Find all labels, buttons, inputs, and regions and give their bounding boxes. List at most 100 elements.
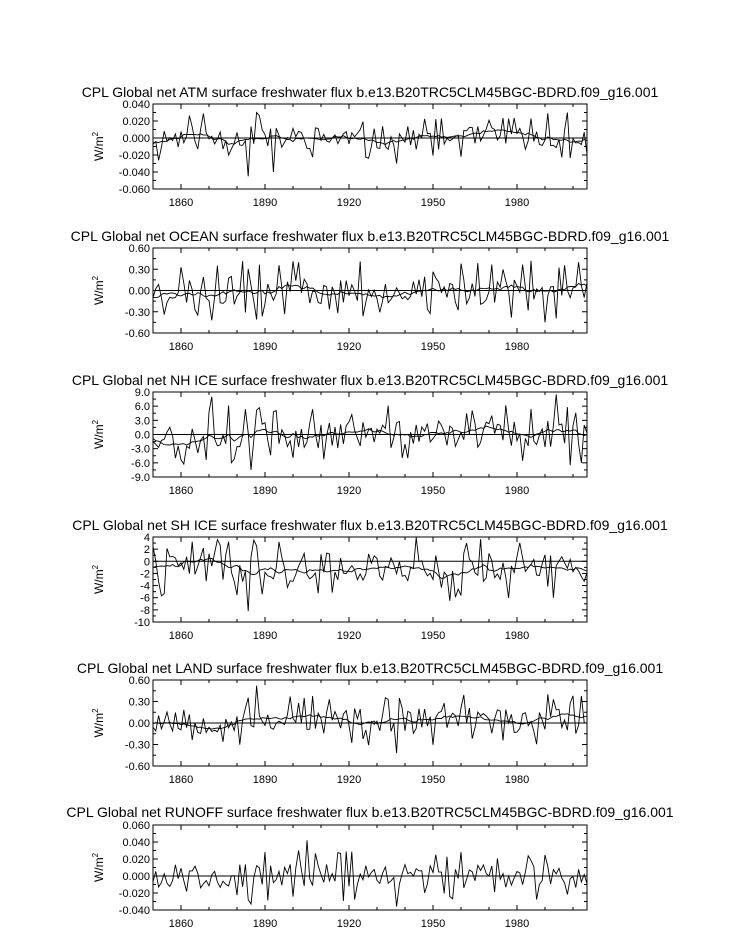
y-axis-label: W/m2: [91, 708, 106, 738]
x-tick-label: 1890: [253, 630, 277, 642]
y-tick-label: 0.000: [122, 133, 150, 145]
y-tick-label: -0.020: [119, 150, 150, 162]
y-tick-label: -8: [140, 605, 150, 617]
y-tick-label: 0.60: [129, 675, 150, 687]
chart-panel-5: CPL Global net LAND surface freshwater f…: [77, 660, 663, 786]
chart-title: CPL Global net ATM surface freshwater fl…: [82, 84, 659, 100]
y-tick-label: 0.60: [129, 243, 150, 255]
series-line-smoothed: [152, 129, 588, 146]
y-tick-label: 0.060: [122, 820, 150, 832]
y-axis-label-superscript: 2: [91, 564, 100, 569]
y-tick-label: 0.020: [122, 116, 150, 128]
y-tick-label: -9.0: [131, 472, 150, 484]
x-tick-label: 1980: [505, 197, 529, 209]
series-line-smoothed: [152, 425, 588, 446]
y-tick-label: 0.30: [129, 697, 150, 709]
x-tick-label: 1920: [337, 341, 361, 353]
x-tick-label: 1980: [505, 774, 529, 786]
y-tick-label: 0.040: [122, 837, 150, 849]
y-axis-label: W/m2: [91, 852, 106, 882]
x-tick-label: 1920: [337, 197, 361, 209]
y-axis-label: W/m2: [91, 131, 106, 161]
y-tick-label: 0.040: [122, 99, 150, 111]
plot-frame: [152, 103, 588, 190]
y-tick-label: -0.60: [125, 328, 150, 340]
chart-title: CPL Global net NH ICE surface freshwater…: [72, 372, 669, 388]
y-axis-label-superscript: 2: [91, 275, 100, 280]
x-tick-label: 1860: [169, 774, 193, 786]
series-line-smoothed: [153, 282, 588, 299]
series-line-annual: [152, 685, 588, 754]
x-tick-label: 1920: [337, 774, 361, 786]
x-tick-label: 1950: [421, 774, 445, 786]
y-tick-label: 3.0: [135, 415, 150, 427]
y-tick-label: -6: [140, 593, 150, 605]
x-tick-label: 1920: [337, 485, 361, 497]
series-line-annual: [152, 260, 588, 323]
x-tick-label: 1980: [505, 918, 529, 930]
y-tick-label: 0.00: [129, 286, 150, 298]
x-tick-label: 1890: [253, 918, 277, 930]
y-tick-label: 6.0: [135, 401, 150, 413]
chart-title: CPL Global net RUNOFF surface freshwater…: [66, 804, 673, 820]
y-tick-label: 0.0: [135, 430, 150, 442]
y-axis-label-superscript: 2: [91, 419, 100, 424]
series-line-smoothed: [152, 557, 588, 579]
chart-panel-2: CPL Global net OCEAN surface freshwater …: [71, 228, 670, 353]
y-tick-label: 9.0: [135, 387, 150, 399]
x-tick-label: 1920: [337, 918, 361, 930]
y-axis-label-superscript: 2: [91, 852, 100, 857]
x-tick-label: 1980: [505, 341, 529, 353]
y-tick-label: 0.020: [122, 854, 150, 866]
x-tick-label: 1860: [169, 341, 193, 353]
chart-panel-4: CPL Global net SH ICE surface freshwater…: [72, 517, 668, 642]
y-tick-label: -0.060: [119, 184, 150, 196]
series-line-annual: [152, 537, 588, 612]
y-tick-label: 2: [144, 544, 150, 556]
x-tick-label: 1950: [421, 630, 445, 642]
y-axis-label: W/m2: [91, 564, 106, 594]
y-tick-label: 0.000: [122, 871, 150, 883]
y-tick-label: -4: [140, 581, 150, 593]
x-tick-label: 1950: [421, 485, 445, 497]
y-tick-label: -10: [134, 617, 150, 629]
x-tick-label: 1950: [421, 341, 445, 353]
y-tick-label: -0.020: [119, 888, 150, 900]
chart-title: CPL Global net OCEAN surface freshwater …: [71, 228, 670, 244]
x-tick-label: 1890: [253, 341, 277, 353]
y-tick-label: -6.0: [131, 458, 150, 470]
x-tick-label: 1950: [421, 918, 445, 930]
chart-panel-1: CPL Global net ATM surface freshwater fl…: [82, 84, 659, 209]
y-tick-label: -0.040: [119, 905, 150, 917]
chart-panel-3: CPL Global net NH ICE surface freshwater…: [72, 372, 669, 497]
y-tick-label: -2: [140, 568, 150, 580]
x-tick-label: 1860: [169, 630, 193, 642]
series-line-annual: [152, 394, 588, 470]
y-tick-label: 0.30: [129, 264, 150, 276]
x-tick-label: 1920: [337, 630, 361, 642]
plot-frame: [152, 536, 588, 623]
y-axis-label: W/m2: [91, 419, 106, 449]
chart-title: CPL Global net SH ICE surface freshwater…: [72, 517, 668, 533]
y-axis-label: W/m2: [91, 275, 106, 305]
x-tick-label: 1980: [505, 630, 529, 642]
plot-frame: [152, 824, 588, 911]
y-tick-label: -0.60: [125, 761, 150, 773]
y-axis-label-superscript: 2: [91, 708, 100, 713]
x-tick-label: 1890: [253, 197, 277, 209]
y-tick-label: 0: [144, 556, 150, 568]
y-tick-label: 0.00: [129, 718, 150, 730]
x-tick-label: 1890: [253, 774, 277, 786]
y-tick-label: 4: [144, 532, 150, 544]
y-tick-label: -0.30: [125, 740, 150, 752]
x-tick-label: 1980: [505, 485, 529, 497]
series-line-annual: [152, 111, 588, 177]
x-tick-label: 1860: [169, 485, 193, 497]
y-tick-label: -3.0: [131, 444, 150, 456]
y-tick-label: -0.040: [119, 167, 150, 179]
y-tick-label: -0.30: [125, 307, 150, 319]
y-axis-label-superscript: 2: [91, 131, 100, 136]
x-tick-label: 1890: [253, 485, 277, 497]
series-line-smoothed: [152, 713, 588, 730]
